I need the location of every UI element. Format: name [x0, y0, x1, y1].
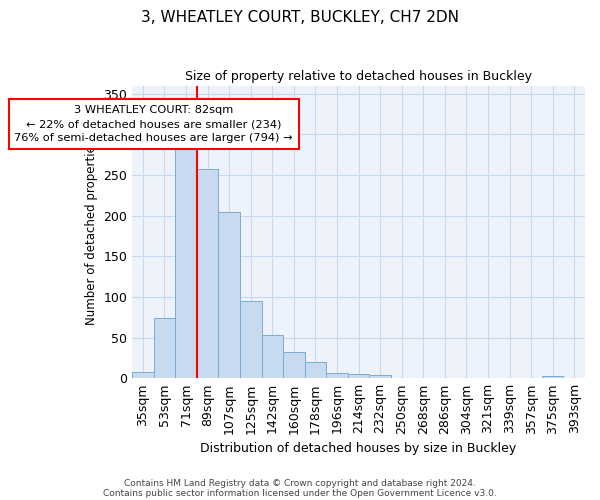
Bar [132, 372, 154, 378]
Bar [283, 352, 305, 378]
Text: Contains public sector information licensed under the Open Government Licence v3: Contains public sector information licen… [103, 488, 497, 498]
Bar [154, 318, 175, 378]
Text: Contains HM Land Registry data © Crown copyright and database right 2024.: Contains HM Land Registry data © Crown c… [124, 478, 476, 488]
Text: 3, WHEATLEY COURT, BUCKLEY, CH7 2DN: 3, WHEATLEY COURT, BUCKLEY, CH7 2DN [141, 10, 459, 25]
Bar [175, 146, 197, 378]
Bar [305, 362, 326, 378]
Text: 3 WHEATLEY COURT: 82sqm
← 22% of detached houses are smaller (234)
76% of semi-d: 3 WHEATLEY COURT: 82sqm ← 22% of detache… [14, 105, 293, 143]
Bar [197, 170, 218, 378]
Bar [218, 212, 240, 378]
Y-axis label: Number of detached properties: Number of detached properties [85, 139, 98, 325]
Bar [240, 301, 262, 378]
X-axis label: Distribution of detached houses by size in Buckley: Distribution of detached houses by size … [200, 442, 517, 455]
Bar [370, 375, 391, 378]
Bar [348, 374, 370, 378]
Bar [262, 335, 283, 378]
Bar [326, 372, 348, 378]
Bar [542, 376, 563, 378]
Title: Size of property relative to detached houses in Buckley: Size of property relative to detached ho… [185, 70, 532, 83]
